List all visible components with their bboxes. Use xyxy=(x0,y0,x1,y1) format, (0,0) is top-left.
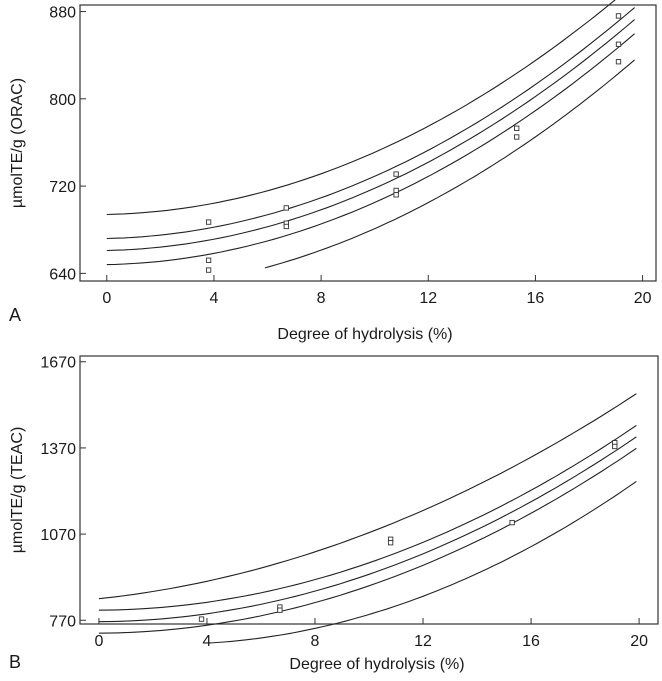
x-tick-label: 0 xyxy=(94,633,103,650)
x-tick-label: 0 xyxy=(102,290,111,307)
data-point xyxy=(615,41,622,47)
data-point xyxy=(205,267,212,273)
data-point xyxy=(205,219,212,225)
data-point xyxy=(393,187,399,194)
data-points xyxy=(198,440,618,622)
y-tick-label: 800 xyxy=(49,92,76,109)
panel-a-orac: 0 4 8 12 16 20 640 720 800 880 µmolTE/g (ORAC) De… xyxy=(9,0,657,343)
data-point xyxy=(509,519,515,526)
confidence-upper-curve xyxy=(106,7,635,240)
panel-label: B xyxy=(9,652,21,672)
data-point xyxy=(283,205,289,211)
tick-labels: 0 4 8 12 16 20 770 1070 1370 1670 xyxy=(40,355,648,650)
prediction-upper-curve xyxy=(106,0,616,216)
y-axis-label: µmolTE/g (ORAC) xyxy=(9,78,26,208)
y-tick-label: 1370 xyxy=(40,441,76,458)
x-tick-label: 16 xyxy=(527,290,545,307)
fit-curve xyxy=(98,436,637,623)
confidence-lower-curve xyxy=(98,447,637,634)
y-axis-label: µmolTE/g (TEAC) xyxy=(9,427,26,554)
data-point xyxy=(514,134,520,140)
data-point xyxy=(205,257,212,263)
data-point xyxy=(612,443,618,450)
regression-curves xyxy=(98,393,637,644)
x-axis-label: Degree of hydrolysis (%) xyxy=(277,326,452,343)
y-tick-label: 1070 xyxy=(40,527,76,544)
x-tick-label: 8 xyxy=(317,290,326,307)
x-tick-label: 12 xyxy=(414,633,432,650)
panel-label: A xyxy=(9,305,21,325)
data-points xyxy=(205,13,622,273)
regression-curves xyxy=(106,0,635,269)
x-tick-label: 12 xyxy=(419,290,437,307)
data-point xyxy=(387,540,394,546)
x-axis-label: Degree of hydrolysis (%) xyxy=(289,656,464,673)
data-point xyxy=(283,223,289,230)
plot-area-frame xyxy=(79,4,657,282)
prediction-upper-curve xyxy=(98,393,637,600)
panel-b-teac: 0 4 8 12 16 20 770 1070 1370 1670 µmolTE/g (TEAC)… xyxy=(9,355,659,673)
tick-marks xyxy=(80,11,644,281)
fit-curve xyxy=(106,19,635,252)
data-point xyxy=(393,192,399,198)
x-tick-label: 4 xyxy=(202,633,211,650)
y-tick-label: 640 xyxy=(49,266,76,283)
x-tick-label: 4 xyxy=(210,290,219,307)
tick-marks xyxy=(80,361,640,624)
data-point xyxy=(393,171,399,177)
confidence-upper-curve xyxy=(98,424,637,611)
data-point xyxy=(615,13,622,19)
tick-labels: 0 4 8 12 16 20 640 720 800 880 xyxy=(49,5,651,307)
x-tick-label: 20 xyxy=(630,633,648,650)
y-tick-label: 720 xyxy=(49,179,76,196)
plot-area-frame xyxy=(79,355,659,625)
x-tick-label: 16 xyxy=(522,633,540,650)
data-point xyxy=(277,607,283,613)
y-tick-label: 880 xyxy=(49,5,76,22)
data-point xyxy=(615,59,622,65)
confidence-lower-curve xyxy=(106,33,635,266)
x-tick-label: 8 xyxy=(311,633,320,650)
prediction-lower-curve xyxy=(209,480,637,644)
data-point xyxy=(198,616,205,622)
prediction-lower-curve xyxy=(264,59,635,269)
y-tick-label: 1670 xyxy=(40,355,76,372)
data-point xyxy=(514,125,520,131)
x-tick-label: 20 xyxy=(634,290,652,307)
y-tick-label: 770 xyxy=(49,613,76,630)
